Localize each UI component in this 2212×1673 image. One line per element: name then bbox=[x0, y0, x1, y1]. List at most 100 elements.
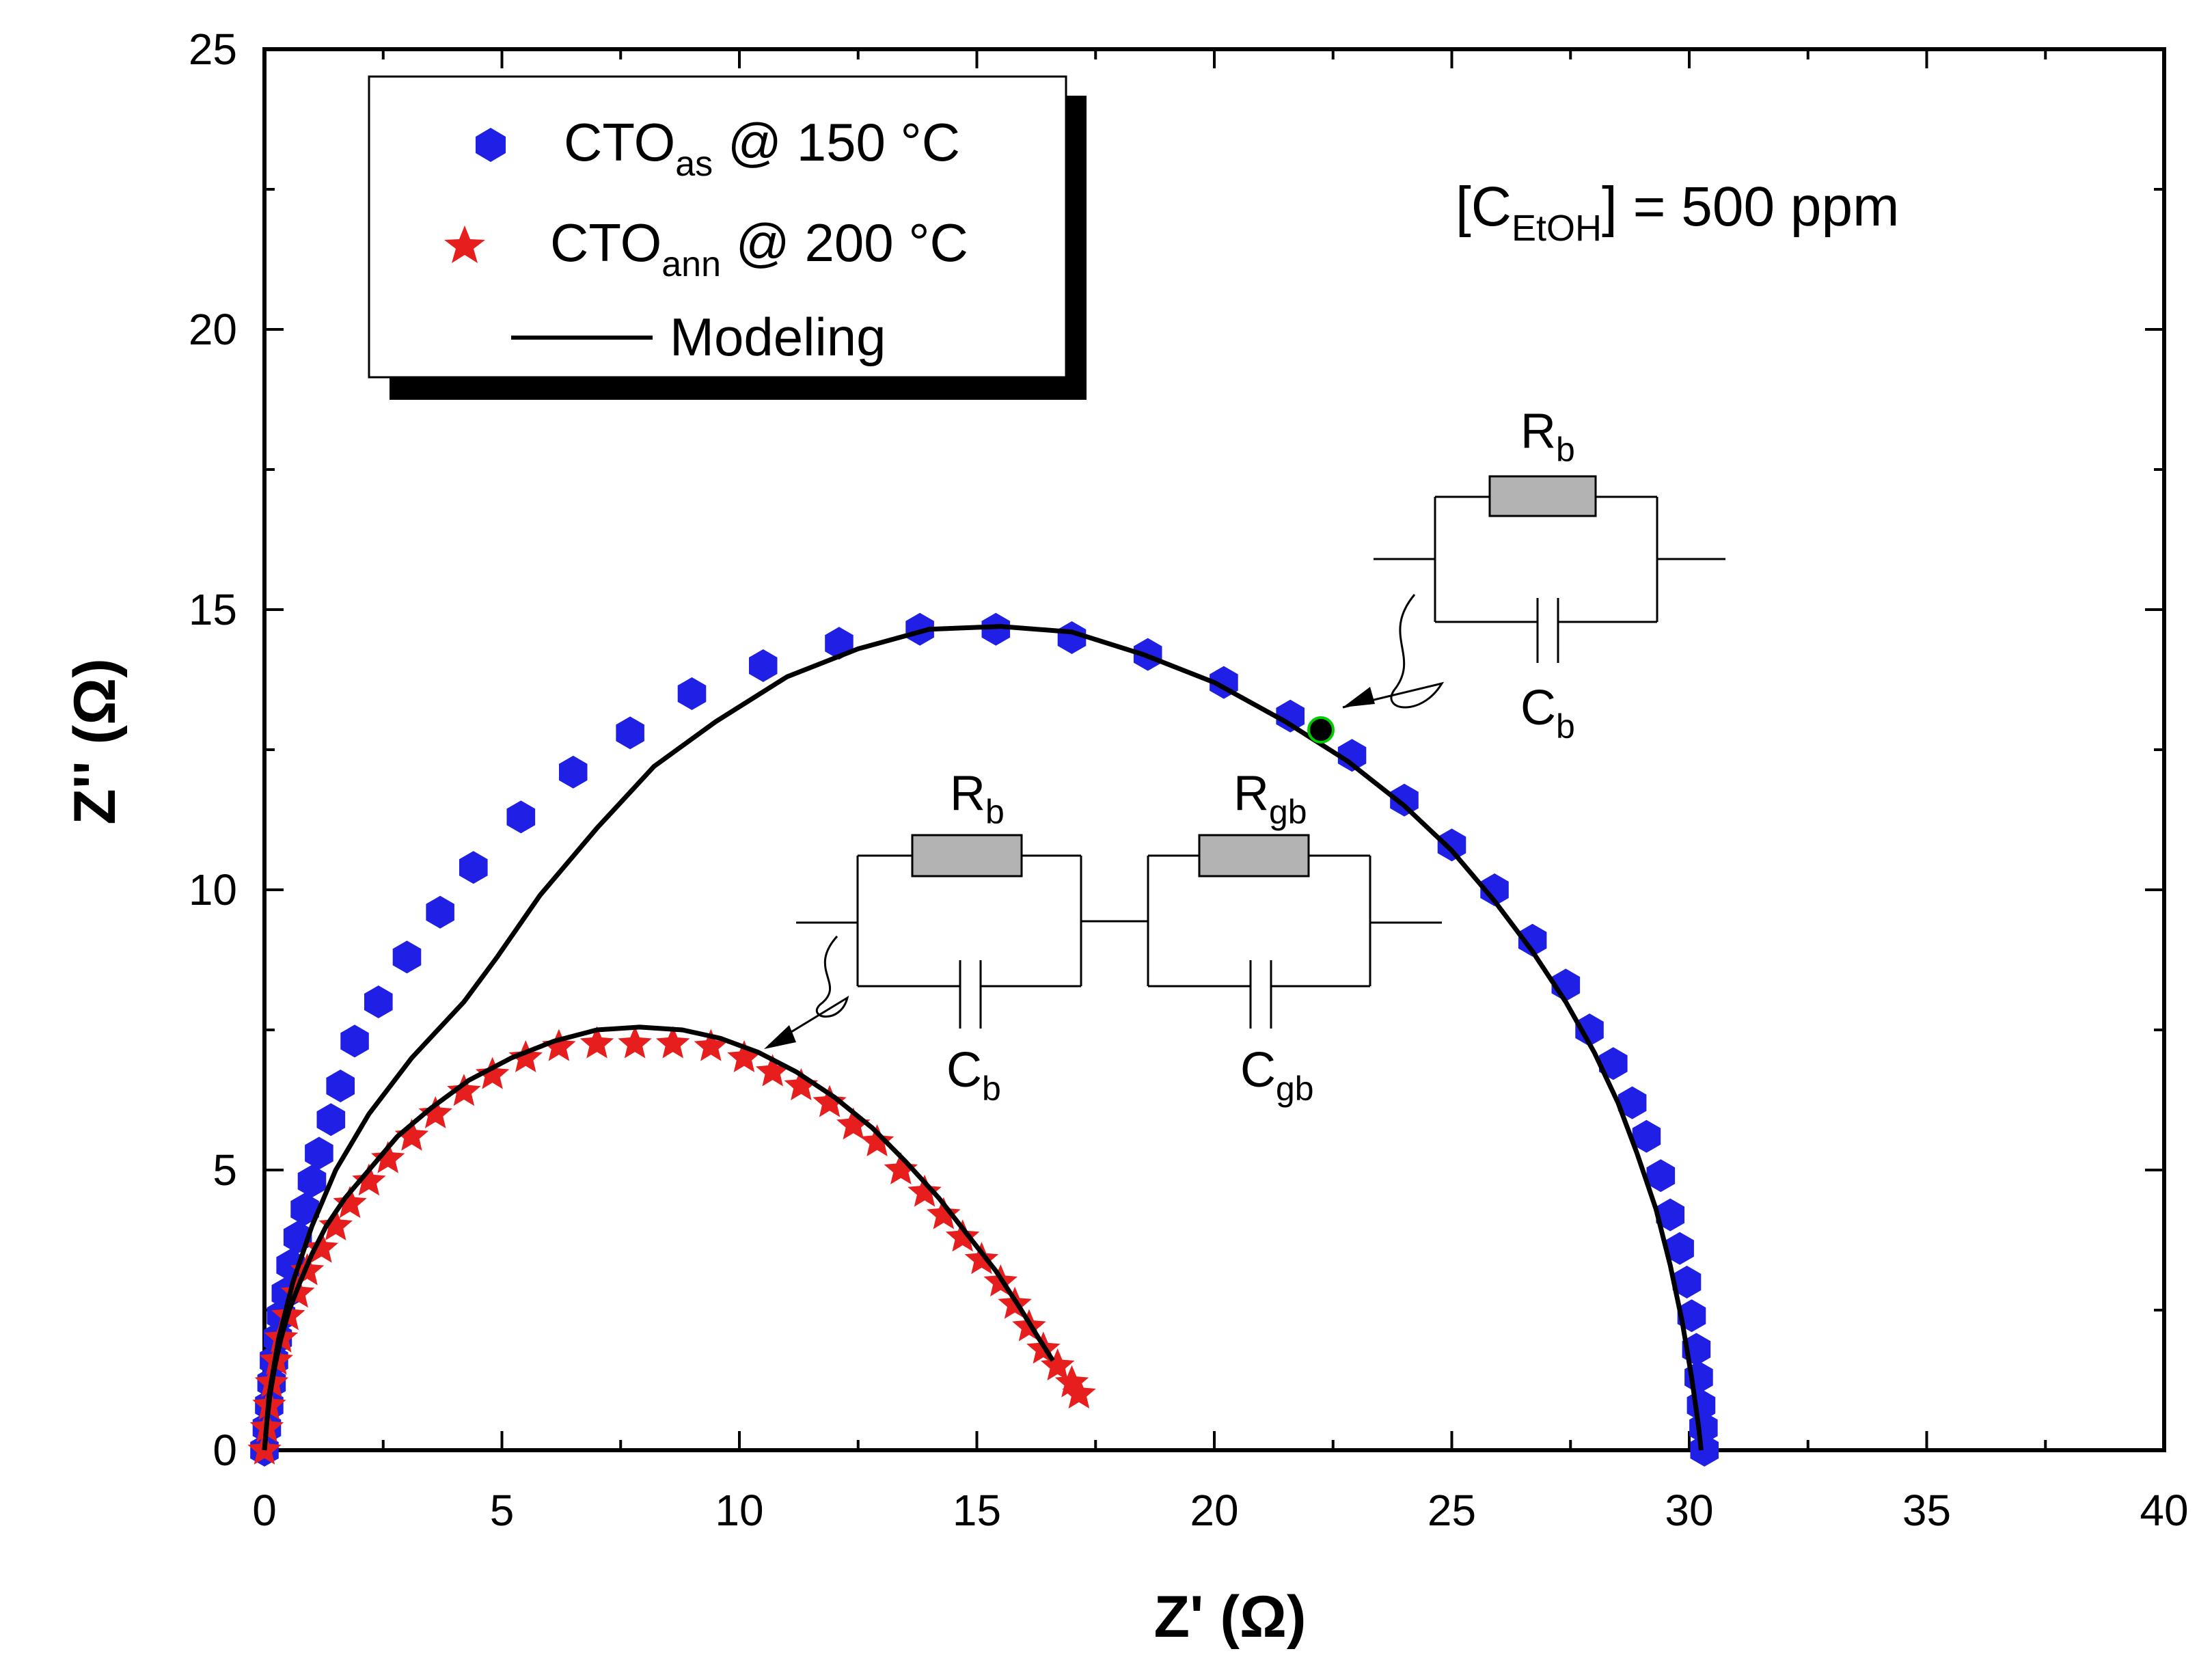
point-cto-ann bbox=[813, 1085, 847, 1117]
point-cto-as bbox=[1437, 828, 1466, 862]
point-cto-as bbox=[364, 985, 393, 1018]
point-cto-as bbox=[1617, 1086, 1647, 1119]
concentration-annotation: [CEtOH] = 500 ppm bbox=[1456, 176, 1899, 249]
x-tick-label: 30 bbox=[1665, 1486, 1713, 1535]
point-cto-as bbox=[426, 895, 454, 929]
point-cto-as bbox=[905, 612, 934, 646]
legend-marker-hexagon bbox=[476, 128, 506, 162]
x-tick-label: 0 bbox=[252, 1486, 277, 1535]
resistor-rgb bbox=[1198, 834, 1310, 878]
point-cto-as bbox=[297, 1165, 327, 1198]
x-tick-label: 5 bbox=[490, 1486, 515, 1535]
x-tick-label: 25 bbox=[1428, 1486, 1476, 1535]
circuit-top-pointer bbox=[1342, 594, 1445, 709]
point-cto-ann bbox=[907, 1174, 942, 1207]
point-cto-ann bbox=[1062, 1376, 1096, 1409]
point-cto-as bbox=[1646, 1159, 1676, 1193]
modeling-line-ann bbox=[262, 1024, 1055, 1451]
point-cto-as bbox=[1390, 783, 1419, 817]
point-cto-as bbox=[1665, 1232, 1694, 1265]
circuit-bottom bbox=[768, 834, 1442, 1047]
series-cto-as bbox=[250, 612, 1719, 1467]
point-cto-ann bbox=[618, 1026, 652, 1059]
circuit-top bbox=[1342, 475, 1725, 709]
y-tick-label: 15 bbox=[189, 585, 237, 634]
point-cto-as bbox=[1337, 739, 1367, 772]
point-cto-as bbox=[506, 800, 536, 834]
point-cto-as bbox=[1690, 1434, 1719, 1467]
point-cto-as bbox=[305, 1137, 333, 1170]
point-cto-ann bbox=[418, 1096, 452, 1128]
arrowhead-bottom bbox=[764, 1025, 796, 1049]
arrowhead-top bbox=[1343, 687, 1375, 707]
point-cto-ann bbox=[318, 1208, 353, 1240]
point-cto-as bbox=[1575, 1014, 1604, 1046]
point-cto-ann bbox=[371, 1141, 405, 1173]
point-cto-ann bbox=[784, 1068, 819, 1100]
point-cto-as bbox=[1276, 699, 1305, 733]
point-cto-ann bbox=[508, 1040, 543, 1072]
legend: CTOas @ 150 °C CTOann @ 200 °C Modeling bbox=[368, 75, 1087, 400]
point-cto-as bbox=[616, 716, 644, 750]
resistor-rb-bottom bbox=[911, 834, 1023, 878]
y-axis-title: Z'' (Ω) bbox=[62, 658, 128, 825]
tick-labels: 0 5 10 15 20 25 30 35 40 0 5 10 15 20 25 bbox=[189, 25, 2189, 1535]
point-cto-as bbox=[1632, 1119, 1661, 1153]
point-cto-as bbox=[1480, 873, 1509, 906]
point-cto-ann bbox=[333, 1186, 367, 1219]
legend-label-ann: CTOann @ 200 °C bbox=[550, 213, 968, 284]
point-cto-ann bbox=[542, 1029, 576, 1061]
point-cto-ann bbox=[447, 1074, 481, 1106]
x-axis-title: Z' (Ω) bbox=[1153, 1584, 1306, 1650]
circuit-bottom-cb-label: Cb bbox=[946, 1043, 1001, 1108]
circuit-bottom-cgb-label: Cgb bbox=[1240, 1043, 1314, 1108]
y-tick-label: 0 bbox=[213, 1426, 237, 1475]
circuit-top-r-label: Rb bbox=[1520, 404, 1575, 469]
y-tick-label: 10 bbox=[189, 865, 237, 914]
point-cto-as bbox=[1656, 1198, 1684, 1232]
point-cto-ann bbox=[352, 1163, 386, 1196]
legend-label-as: CTOas @ 150 °C bbox=[564, 112, 960, 184]
legend-label-modeling: Modeling bbox=[670, 307, 886, 367]
point-cto-ann bbox=[860, 1124, 895, 1156]
point-cto-as bbox=[290, 1193, 319, 1226]
point-cto-ann bbox=[694, 1029, 728, 1061]
y-tick-label: 5 bbox=[213, 1145, 237, 1195]
point-cto-ann bbox=[836, 1107, 871, 1140]
point-cto-as bbox=[559, 755, 588, 789]
y-tick-label: 20 bbox=[189, 305, 237, 354]
point-cto-ann bbox=[579, 1026, 614, 1059]
point-cto-ann bbox=[656, 1026, 690, 1059]
point-cto-ann bbox=[927, 1197, 961, 1229]
circuit-bottom-pointer bbox=[768, 935, 849, 1047]
point-cto-ann bbox=[1040, 1348, 1075, 1380]
x-tick-label: 10 bbox=[715, 1486, 763, 1535]
point-cto-as bbox=[677, 677, 707, 710]
point-cto-as bbox=[1518, 923, 1547, 957]
circuit-top-c-label: Cb bbox=[1520, 681, 1575, 746]
point-cto-as bbox=[316, 1103, 346, 1137]
point-cto-ann bbox=[755, 1054, 790, 1087]
point-cto-ann bbox=[727, 1040, 761, 1072]
point-cto-as bbox=[340, 1024, 369, 1058]
legend-box bbox=[368, 75, 1067, 379]
point-cto-ann bbox=[945, 1219, 980, 1252]
x-tick-label: 40 bbox=[2140, 1486, 2188, 1535]
legend-marker-star bbox=[444, 226, 485, 263]
point-cto-ann bbox=[475, 1057, 510, 1089]
highlight-point bbox=[1307, 716, 1335, 744]
circuit-bottom-rgb-label: Rgb bbox=[1233, 766, 1307, 831]
circuit-bottom-rb-label: Rb bbox=[950, 766, 1005, 831]
point-cto-as bbox=[981, 612, 1011, 646]
point-cto-as bbox=[1672, 1266, 1702, 1298]
modeling-line-as bbox=[262, 624, 1704, 1451]
x-tick-label: 35 bbox=[1902, 1486, 1951, 1535]
point-cto-ann bbox=[394, 1118, 429, 1151]
point-cto-as bbox=[1599, 1047, 1628, 1080]
point-cto-ann bbox=[884, 1152, 918, 1184]
point-cto-as bbox=[326, 1070, 355, 1102]
point-cto-as bbox=[749, 649, 778, 682]
x-tick-label: 20 bbox=[1190, 1486, 1238, 1535]
point-cto-as bbox=[459, 851, 488, 884]
